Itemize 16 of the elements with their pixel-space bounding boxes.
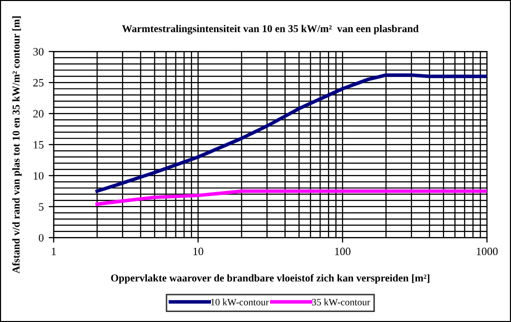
y-tick-label: 20 (33, 110, 44, 118)
x-tick-label: 1000 (476, 248, 498, 256)
chart-title: Warmtestralingsintensiteit van 10 en 35 kW/m² van een plasbrand (122, 24, 419, 34)
y-tick-label: 10 (34, 172, 44, 180)
y-tick-label: 30 (33, 48, 44, 56)
x-tick-label: 1 (52, 248, 56, 256)
y-axis-title: Afstand v/d rand van plas tot 10 en 35 kW/m² contour [m] (12, 16, 22, 274)
y-tick-label: 25 (33, 79, 44, 87)
legend-label: 35 kW-contour (312, 298, 370, 306)
y-tick-label: 5 (39, 203, 44, 211)
x-tick-label: 10 (194, 248, 204, 256)
y-tick-label: 15 (34, 141, 44, 149)
legend-label: 10 kW-contour (211, 298, 269, 306)
x-tick-label: 100 (335, 248, 350, 256)
y-tick-label: 0 (38, 234, 44, 242)
x-axis-title: Oppervlakte waarover de brandbare vloeistof zich kan verspreiden [m²] (111, 274, 430, 284)
